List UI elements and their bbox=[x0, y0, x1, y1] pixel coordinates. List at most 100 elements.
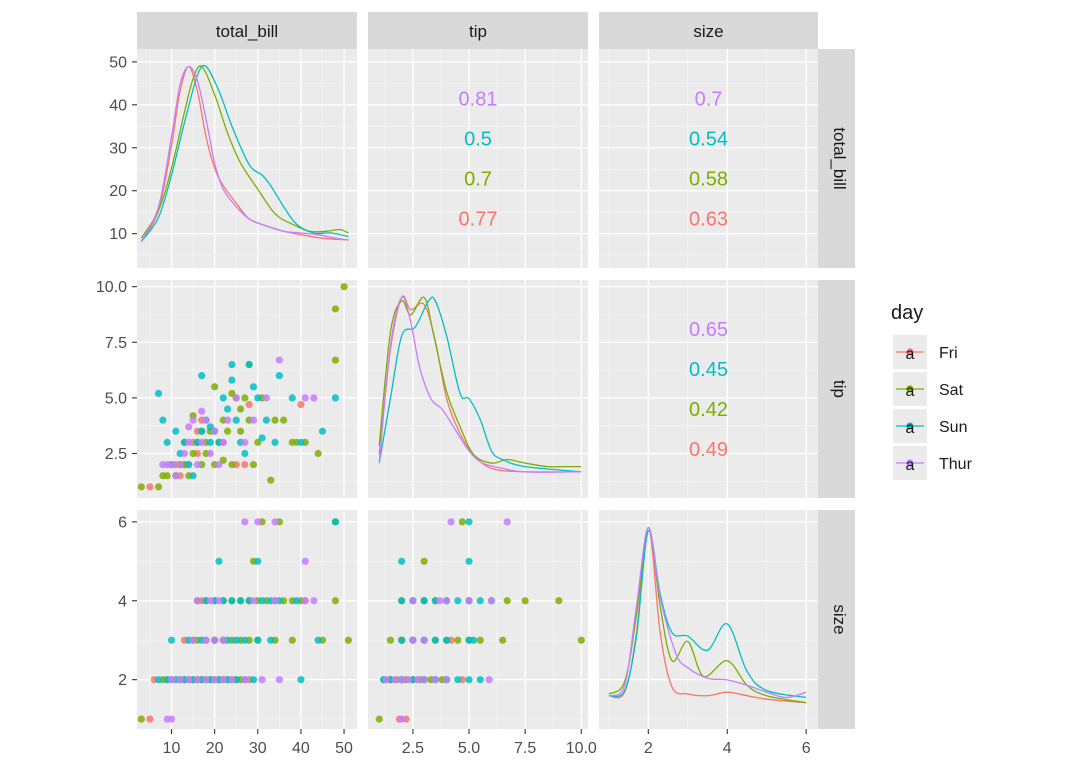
scatter-point-thur bbox=[219, 438, 227, 446]
scatter-point-thur bbox=[215, 461, 223, 469]
strip-point-sun bbox=[249, 676, 258, 684]
strip-point-thur bbox=[487, 597, 496, 605]
strip-point-sun bbox=[167, 636, 176, 644]
scatter-point-sat bbox=[271, 416, 279, 424]
strip-point-sun bbox=[398, 557, 406, 565]
y-tick-label: 7.5 bbox=[105, 335, 127, 352]
strip-point-thur bbox=[185, 676, 193, 684]
scatter-point-sun bbox=[206, 438, 214, 446]
row-strip-label: tip bbox=[830, 380, 849, 398]
strip-point-thur bbox=[404, 676, 413, 684]
column-strip bbox=[599, 12, 818, 49]
x-tick-label: 7.5 bbox=[514, 740, 536, 757]
scatter-point-sun bbox=[258, 434, 266, 442]
scatter-point-sun bbox=[262, 416, 271, 424]
strip-point-sun bbox=[314, 636, 322, 644]
strip-point-sun bbox=[420, 597, 428, 605]
correlation-label: 0.77 bbox=[459, 209, 498, 231]
y-tick-label: 2.5 bbox=[105, 446, 127, 463]
scatter-point-sat bbox=[236, 427, 245, 435]
scatter-point-sun bbox=[219, 394, 227, 402]
legend-label: Sun bbox=[939, 419, 967, 436]
strip-point-sun bbox=[297, 676, 305, 684]
density-line-thur bbox=[378, 296, 582, 473]
scatter-point-thur bbox=[301, 394, 309, 402]
scatter-point-thur bbox=[262, 394, 271, 402]
x-tick-label: 5.0 bbox=[458, 740, 480, 757]
strip-point-thur bbox=[228, 676, 236, 684]
correlation-label: 0.65 bbox=[689, 319, 728, 341]
scatter-point-sat bbox=[241, 394, 249, 402]
legend-label: Sat bbox=[939, 382, 964, 399]
scatter-point-fri bbox=[241, 461, 249, 469]
strip-point-thur bbox=[189, 636, 197, 644]
scatter-point-sat bbox=[228, 461, 236, 469]
scatter-point-thur bbox=[176, 461, 184, 469]
scatter-point-thur bbox=[172, 472, 180, 480]
density-line-sun bbox=[140, 64, 349, 243]
strip-point-thur bbox=[254, 518, 262, 526]
scatter-point-sat bbox=[236, 405, 245, 413]
strip-point-sun bbox=[442, 636, 451, 644]
scatter-point-thur bbox=[211, 427, 219, 435]
correlation-label: 0.42 bbox=[689, 399, 728, 421]
density-line-sat bbox=[140, 65, 349, 239]
legend-key-point bbox=[906, 459, 914, 467]
strip-point-thur bbox=[249, 597, 258, 605]
legend-key-point bbox=[906, 385, 914, 393]
strip-point-sun bbox=[465, 518, 473, 526]
strip-point-thur bbox=[310, 597, 318, 605]
strip-point-sat bbox=[420, 557, 428, 565]
x-tick-label: 50 bbox=[335, 740, 353, 757]
row-strip bbox=[818, 49, 855, 268]
x-tick-label: 30 bbox=[249, 740, 267, 757]
x-tick-label: 6 bbox=[802, 740, 811, 757]
scatter-point-sun bbox=[189, 472, 197, 480]
strip-point-thur bbox=[271, 518, 279, 526]
strip-point-thur bbox=[215, 597, 223, 605]
strip-point-thur bbox=[167, 715, 176, 723]
y-tick-label: 5.0 bbox=[105, 390, 127, 407]
scatter-point-thur bbox=[310, 394, 318, 402]
strip-point-sun bbox=[232, 636, 240, 644]
strip-point-sat bbox=[458, 518, 466, 526]
legend-label: Fri bbox=[939, 345, 958, 362]
x-tick-label: 40 bbox=[292, 740, 310, 757]
scatter-point-thur bbox=[193, 461, 201, 469]
strip-point-sat bbox=[137, 715, 145, 723]
strip-point-thur bbox=[391, 676, 399, 684]
strip-point-thur bbox=[398, 676, 406, 684]
scatter-point-sat bbox=[249, 461, 258, 469]
scatter-point-sat bbox=[331, 356, 340, 364]
correlation-label: 0.7 bbox=[464, 169, 492, 191]
strip-point-sun bbox=[293, 597, 301, 605]
scatter-point-fri bbox=[146, 483, 154, 491]
strip-point-thur bbox=[219, 636, 227, 644]
column-strip bbox=[137, 12, 357, 49]
strip-point-sun bbox=[254, 636, 262, 644]
y-tick-label: 10.0 bbox=[96, 279, 127, 296]
strip-point-sun bbox=[454, 676, 462, 684]
strip-point-sun bbox=[465, 676, 473, 684]
scatter-point-sun bbox=[331, 394, 340, 402]
scatter-point-sun bbox=[185, 461, 193, 469]
strip-point-thur bbox=[409, 597, 417, 605]
strip-point-thur bbox=[167, 676, 176, 684]
scatter-point-sun bbox=[249, 383, 258, 391]
strip-point-thur bbox=[211, 636, 219, 644]
row-strip-label: size bbox=[830, 604, 849, 634]
strip-point-thur bbox=[465, 597, 473, 605]
strip-point-sat bbox=[288, 636, 296, 644]
strip-point-sun bbox=[236, 597, 245, 605]
panel-background bbox=[368, 510, 588, 729]
panel-background bbox=[368, 280, 588, 498]
correlation-label: 0.45 bbox=[689, 359, 728, 381]
strip-point-sat bbox=[331, 597, 340, 605]
correlation-label: 0.7 bbox=[695, 89, 723, 111]
strip-point-sun bbox=[454, 597, 462, 605]
scatter-point-sun bbox=[172, 427, 180, 435]
strip-point-thur bbox=[431, 676, 439, 684]
strip-point-thur bbox=[447, 518, 455, 526]
strip-point-sun bbox=[476, 676, 484, 684]
legend-key-glyph: a bbox=[906, 420, 915, 437]
